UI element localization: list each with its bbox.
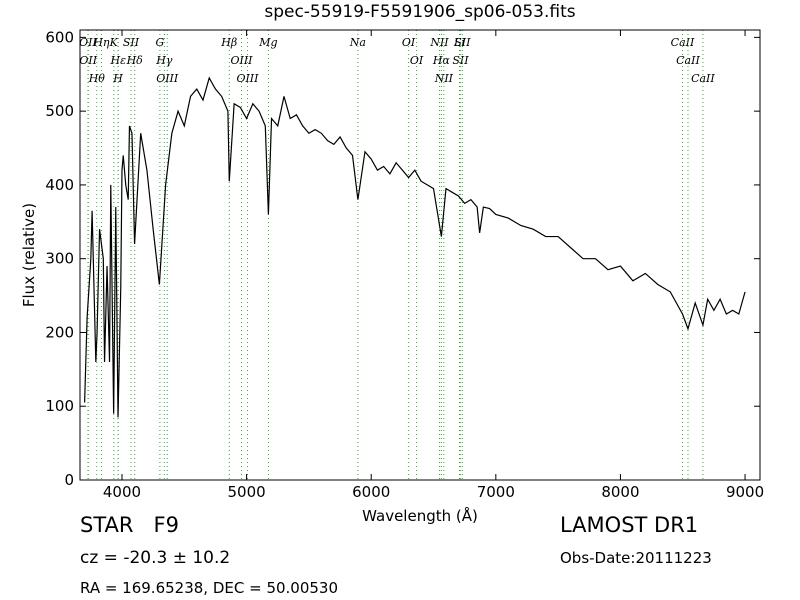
plot-frame [79, 29, 761, 481]
spectral-line-label: Li [453, 36, 465, 49]
y-tick-label: 300 [45, 250, 74, 268]
spectral-line-label: G [155, 36, 164, 49]
redshift: cz = -20.3 ± 10.2 [80, 548, 231, 568]
spectral-line-label: OII [79, 54, 97, 67]
spectral-line-label: H [112, 72, 123, 85]
chart-title: spec-55919-F5591906_sp06-053.fits [264, 2, 575, 22]
x-tick-label: 5000 [228, 483, 266, 501]
spectral-line-label: Mg [258, 36, 277, 49]
spectral-line-label: SII [454, 36, 471, 49]
spectral-line-label: OIII [156, 72, 179, 85]
spectral-line-label: CaII [676, 54, 700, 67]
obs-date: Obs-Date:20111223 [560, 549, 712, 567]
x-tick-label: 9000 [726, 483, 764, 501]
x-tick-label: 8000 [601, 483, 639, 501]
spectral-line-label: NII [434, 72, 454, 85]
spectral-line-label: SII [452, 54, 469, 67]
object-class: STAR F9 [80, 513, 179, 537]
x-tick-label: 6000 [352, 483, 390, 501]
x-tick-label: 7000 [477, 483, 515, 501]
spectral-line-label: Hβ [220, 36, 237, 49]
spectral-line-label: CaII [671, 36, 695, 49]
survey: LAMOST DR1 [560, 513, 699, 537]
y-tick-label: 0 [64, 471, 74, 489]
spectral-line-label: SII [123, 36, 140, 49]
spectral-line-label: OIII [230, 54, 253, 67]
spectral-line-label: K [109, 36, 119, 49]
spectral-line-label: Hε [110, 54, 127, 67]
y-tick-label: 100 [45, 397, 74, 415]
coordinates: RA = 169.65238, DEC = 50.00530 [80, 579, 339, 597]
y-tick-label: 200 [45, 323, 74, 341]
spectral-line-label: NII [429, 36, 449, 49]
y-tick-label: 400 [45, 176, 74, 194]
x-axis-label: Wavelength (Å) [362, 506, 478, 525]
spectral-line-label: OIII [236, 72, 259, 85]
spectral-line-label: Hδ [126, 54, 144, 67]
spectral-line-label: Hγ [155, 54, 173, 67]
y-tick-label: 600 [45, 28, 74, 46]
spectral-line-label: Hα [432, 54, 451, 67]
y-tick-label: 500 [45, 102, 74, 120]
spectral-line-label: CaII [691, 72, 715, 85]
spectral-line-label: Na [349, 36, 366, 49]
spectral-line-label: Hθ [88, 72, 106, 85]
spectrum-line [84, 76, 746, 418]
spectral-line-label: OI [402, 36, 416, 49]
y-axis-label: Flux (relative) [20, 203, 38, 307]
spectral-line-label: OI [410, 54, 424, 67]
x-tick-label: 4000 [103, 483, 141, 501]
spectral-line-label: Hη [92, 36, 110, 49]
